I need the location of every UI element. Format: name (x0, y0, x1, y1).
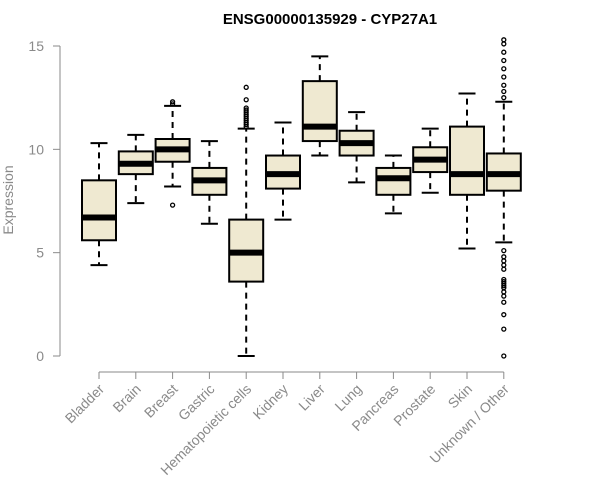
outlier-point (501, 37, 507, 43)
iqr-box (301, 80, 338, 143)
box-group (228, 84, 265, 357)
x-tick-label: Kidney (250, 381, 292, 423)
x-tick-label: Skin (445, 381, 476, 412)
outlier-point (501, 289, 507, 295)
outlier-point (243, 107, 249, 113)
outlier-point (169, 101, 176, 107)
outlier-point (501, 74, 507, 80)
box-group (191, 140, 228, 225)
outlier-point (169, 202, 176, 208)
y-axis-label: Expression (0, 165, 16, 234)
outlier-point (501, 278, 507, 285)
outlier-point (501, 262, 507, 268)
x-tick-label: Breast (141, 381, 181, 421)
y-tick-label: 5 (36, 245, 44, 261)
outlier-point (501, 293, 507, 299)
outlier-point (243, 84, 249, 90)
y-axis: 0 5 10 15 (28, 38, 61, 364)
outlier-point (501, 88, 507, 95)
boxes-layer (81, 37, 522, 359)
y-tick-label: 10 (28, 141, 44, 157)
outlier-point (501, 57, 507, 64)
outlier-point (501, 41, 507, 47)
outlier-point (501, 254, 507, 260)
iqr-box (375, 166, 412, 196)
outlier-point (501, 326, 507, 332)
x-tick-label: Brain (109, 381, 143, 415)
box-group (154, 99, 191, 208)
x-tick-label: Liver (295, 381, 328, 414)
box-group (449, 92, 485, 250)
outlier-point (501, 276, 507, 283)
iqr-box (81, 179, 117, 242)
iqr-box (449, 125, 485, 196)
x-tick-label: Bladder (62, 381, 108, 427)
x-tick-label: Lung (331, 381, 364, 414)
outlier-point (501, 247, 507, 254)
outlier-point (501, 299, 507, 305)
outlier-point (501, 66, 507, 72)
y-tick-label: 15 (28, 38, 44, 54)
box-group (117, 133, 154, 205)
box-group (412, 127, 449, 194)
box-group (485, 37, 522, 359)
box-group (301, 55, 338, 157)
chart-title: ENSG00000135929 - CYP27A1 (223, 11, 437, 28)
box-group (338, 111, 375, 184)
box-group (81, 142, 117, 267)
outlier-point (501, 266, 507, 272)
outlier-point (243, 97, 249, 103)
outlier-point (169, 99, 176, 105)
box-group (265, 121, 301, 221)
outlier-point (501, 95, 507, 101)
outlier-point (501, 49, 507, 55)
outlier-point (501, 258, 507, 264)
x-tick-label: Prostate (390, 381, 438, 429)
outlier-point (243, 105, 249, 111)
outlier-point (501, 353, 507, 359)
outlier-point (501, 82, 507, 88)
box-group (375, 154, 412, 215)
y-tick-label: 0 (36, 348, 44, 364)
outlier-point (501, 312, 507, 318)
